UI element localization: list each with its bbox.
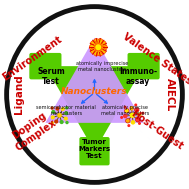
Circle shape bbox=[64, 116, 68, 121]
Circle shape bbox=[89, 44, 95, 50]
Circle shape bbox=[129, 106, 134, 111]
Circle shape bbox=[97, 50, 103, 56]
Circle shape bbox=[120, 116, 123, 119]
Text: semiconductor material
nanoclusters: semiconductor material nanoclusters bbox=[36, 105, 96, 116]
Circle shape bbox=[102, 44, 107, 50]
Circle shape bbox=[61, 107, 65, 111]
FancyBboxPatch shape bbox=[128, 53, 160, 79]
Polygon shape bbox=[45, 66, 144, 151]
Text: Tumor
Markers
Test: Tumor Markers Test bbox=[78, 139, 111, 159]
Circle shape bbox=[100, 41, 106, 46]
Text: Nanoclusters: Nanoclusters bbox=[61, 87, 128, 96]
FancyBboxPatch shape bbox=[29, 53, 61, 79]
Circle shape bbox=[95, 44, 102, 51]
Circle shape bbox=[65, 106, 68, 110]
Circle shape bbox=[60, 120, 64, 124]
Circle shape bbox=[141, 112, 144, 115]
Circle shape bbox=[135, 108, 139, 112]
Circle shape bbox=[51, 121, 54, 124]
Circle shape bbox=[91, 41, 96, 46]
Circle shape bbox=[134, 103, 137, 106]
Circle shape bbox=[94, 39, 99, 44]
Text: AIECL: AIECL bbox=[165, 78, 175, 111]
Circle shape bbox=[97, 39, 103, 44]
Circle shape bbox=[7, 7, 182, 182]
Circle shape bbox=[55, 106, 60, 111]
Circle shape bbox=[125, 119, 130, 123]
Circle shape bbox=[65, 121, 69, 124]
Circle shape bbox=[138, 122, 141, 125]
Circle shape bbox=[64, 111, 68, 115]
Text: Ligand: Ligand bbox=[14, 75, 24, 114]
Circle shape bbox=[57, 113, 62, 118]
Text: Valence States: Valence States bbox=[120, 31, 189, 86]
Circle shape bbox=[51, 115, 55, 119]
Circle shape bbox=[124, 106, 127, 109]
Circle shape bbox=[50, 106, 54, 110]
Circle shape bbox=[100, 48, 106, 54]
Circle shape bbox=[123, 114, 128, 118]
Circle shape bbox=[51, 110, 55, 114]
Circle shape bbox=[137, 112, 142, 117]
Circle shape bbox=[136, 118, 140, 122]
Text: atomically imprecise
metal nanoclusters: atomically imprecise metal nanoclusters bbox=[76, 61, 128, 72]
Text: atomically precise
metal nanoclusters: atomically precise metal nanoclusters bbox=[101, 105, 149, 116]
Circle shape bbox=[127, 124, 130, 127]
FancyBboxPatch shape bbox=[79, 137, 110, 165]
Text: Environment: Environment bbox=[1, 34, 64, 83]
Circle shape bbox=[94, 50, 99, 56]
Circle shape bbox=[125, 108, 129, 113]
Text: Doping
Complex: Doping Complex bbox=[7, 108, 58, 153]
Circle shape bbox=[131, 120, 135, 125]
Text: Serum
Test: Serum Test bbox=[37, 67, 65, 86]
Polygon shape bbox=[45, 38, 144, 123]
Circle shape bbox=[54, 119, 58, 124]
Text: Immuno-
assay: Immuno- assay bbox=[119, 67, 157, 86]
Text: Host-Guest: Host-Guest bbox=[129, 109, 185, 152]
Circle shape bbox=[130, 113, 135, 118]
Circle shape bbox=[91, 48, 96, 54]
